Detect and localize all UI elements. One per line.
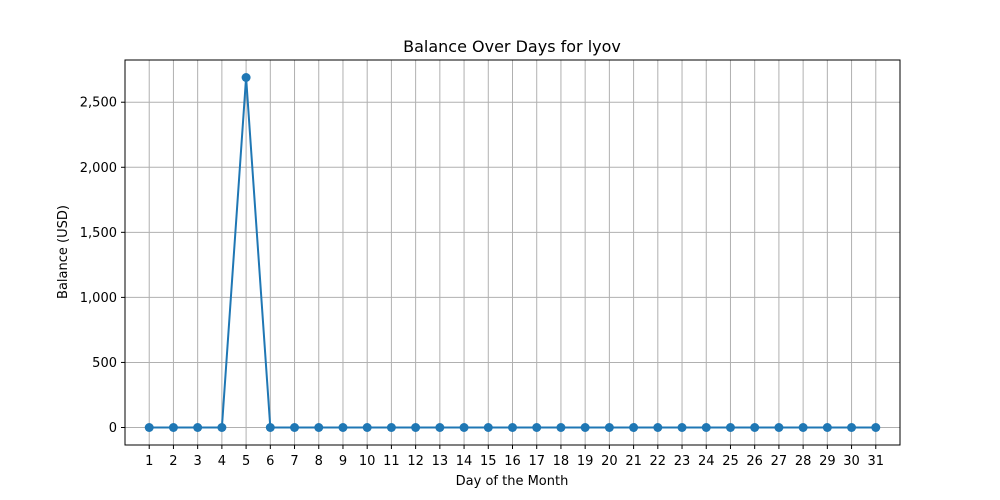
data-point <box>508 423 517 432</box>
x-tick-label: 12 <box>407 454 424 469</box>
x-tick-label: 3 <box>194 454 202 469</box>
x-tick-label: 17 <box>528 454 545 469</box>
y-tick-label: 500 <box>92 356 117 371</box>
x-tick-label: 21 <box>625 454 642 469</box>
data-point <box>798 423 808 432</box>
x-tick-label: 7 <box>290 454 298 469</box>
data-point <box>871 423 881 432</box>
x-tick-label: 29 <box>819 454 836 469</box>
x-tick-label: 15 <box>480 454 497 469</box>
data-point <box>217 423 227 432</box>
data-point <box>386 423 396 432</box>
y-tick-label: 2,000 <box>80 161 117 176</box>
y-axis-ticks: 0 500 1,000 1,500 2,000 2,500 <box>80 96 125 436</box>
grid-lines <box>125 60 900 445</box>
x-axis-ticks: 1 2 3 4 5 6 7 8 9 10 11 12 13 14 15 16 17 18 19 20 21 22 23 24 2… <box>145 445 884 469</box>
x-tick-label: 25 <box>722 454 739 469</box>
x-tick-label: 18 <box>553 454 570 469</box>
data-point <box>265 423 275 432</box>
y-tick-label: 1,500 <box>80 226 117 241</box>
x-tick-label: 2 <box>169 454 177 469</box>
x-tick-label: 20 <box>601 454 618 469</box>
chart-title: Balance Over Days for lyov <box>403 37 621 56</box>
x-axis-label: Day of the Month <box>456 474 569 489</box>
y-tick-label: 0 <box>109 421 117 436</box>
x-tick-label: 5 <box>242 454 250 469</box>
x-tick-label: 6 <box>266 454 274 469</box>
data-point <box>338 423 348 432</box>
data-point <box>241 73 251 82</box>
data-point <box>290 423 300 432</box>
data-point <box>168 423 178 432</box>
data-point <box>653 423 663 432</box>
x-tick-label: 1 <box>145 454 153 469</box>
x-tick-label: 11 <box>383 454 400 469</box>
data-point <box>725 423 735 432</box>
x-tick-label: 24 <box>698 454 715 469</box>
x-tick-label: 9 <box>339 454 347 469</box>
x-tick-label: 22 <box>650 454 667 469</box>
x-tick-label: 16 <box>504 454 521 469</box>
data-point <box>314 423 324 432</box>
x-tick-label: 4 <box>218 454 226 469</box>
y-tick-label: 1,000 <box>80 291 117 306</box>
data-point <box>483 423 493 432</box>
data-point <box>604 423 614 432</box>
x-tick-label: 8 <box>315 454 323 469</box>
data-point <box>532 423 542 432</box>
x-tick-label: 31 <box>868 454 885 469</box>
x-tick-label: 23 <box>674 454 691 469</box>
data-point <box>556 423 566 432</box>
data-point <box>580 423 590 432</box>
data-point <box>144 423 154 432</box>
data-point <box>774 423 784 432</box>
y-tick-label: 2,500 <box>80 96 117 111</box>
data-point <box>847 423 857 432</box>
x-tick-label: 10 <box>359 454 376 469</box>
data-point <box>822 423 832 432</box>
data-point <box>362 423 372 432</box>
data-point <box>750 423 760 432</box>
x-tick-label: 19 <box>577 454 594 469</box>
x-tick-label: 13 <box>432 454 449 469</box>
x-tick-label: 27 <box>771 454 788 469</box>
x-tick-label: 28 <box>795 454 812 469</box>
series-layer <box>144 73 881 432</box>
data-point <box>411 423 421 432</box>
x-tick-label: 26 <box>746 454 763 469</box>
data-point <box>459 423 469 432</box>
y-axis-label: Balance (USD) <box>56 205 71 299</box>
x-tick-label: 14 <box>456 454 473 469</box>
data-point <box>701 423 711 432</box>
data-point <box>435 423 445 432</box>
data-point <box>677 423 687 432</box>
x-tick-label: 30 <box>843 454 860 469</box>
data-point <box>193 423 203 432</box>
data-point <box>629 423 639 432</box>
